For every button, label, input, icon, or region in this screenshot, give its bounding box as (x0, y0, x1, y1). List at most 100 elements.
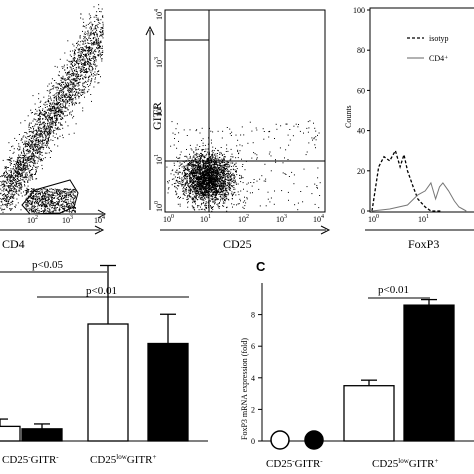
flow1-dot (51, 207, 53, 209)
flow1-dot (38, 144, 40, 146)
flow1-dot (61, 190, 63, 192)
flow2-dot (207, 168, 209, 170)
flow2-dot (213, 191, 215, 193)
flow1-dot (11, 157, 13, 159)
flow1-dot (74, 195, 76, 197)
flow2-dot (184, 173, 186, 175)
flow1-dot (13, 191, 15, 193)
flow1-dot (64, 201, 66, 203)
flow1-dot (14, 176, 16, 178)
flow1-dot (38, 119, 40, 121)
flow1-dot (29, 196, 31, 198)
flow2-dot (190, 189, 191, 191)
flow1-dot (56, 99, 58, 101)
flow1-dot (47, 202, 49, 204)
flow2-dot (209, 177, 211, 179)
flow2-dot (210, 194, 212, 196)
flow1-dot (73, 74, 75, 76)
flow1-dot (20, 122, 22, 124)
flow1-dot (10, 177, 12, 179)
flow1-dot (36, 200, 38, 202)
flow2-dot (176, 193, 178, 195)
flow1-dot (84, 54, 86, 56)
flow1-dot (21, 184, 23, 186)
flow2-dot (213, 187, 214, 189)
flow1-dot (20, 176, 22, 177)
flow2-dot (208, 193, 210, 195)
flow1-dot (17, 171, 19, 173)
flow2-dot (218, 178, 220, 180)
flow1-dot (6, 173, 8, 175)
flow1-dot (28, 170, 30, 172)
flow2-dot (210, 198, 212, 200)
flow1-dot (67, 87, 69, 89)
flow1-dot (30, 150, 32, 152)
flow1-dot (58, 75, 60, 77)
flow1-dot (44, 123, 46, 124)
flow1-dot (84, 92, 86, 94)
flow1-dot (84, 31, 86, 33)
flow1-dot (1, 175, 3, 177)
flow1-dot (51, 121, 53, 123)
flow1-dot (35, 169, 37, 171)
flow1-dot (20, 178, 21, 180)
flow1-dot (58, 95, 59, 97)
flow1-dot (74, 91, 75, 93)
flow1-dot (55, 117, 57, 119)
flow1-dot (34, 161, 36, 163)
flow1-dot (66, 86, 68, 87)
flow1-dot (28, 131, 30, 133)
flow1-dot (30, 155, 32, 157)
flow1-dot (54, 206, 56, 208)
flow1-dot (35, 156, 37, 158)
flow1-dot (48, 133, 49, 135)
flow1-dot (25, 202, 27, 204)
flow1-dot (59, 205, 61, 207)
flow1-dot (44, 115, 45, 117)
flow1-dot (35, 171, 37, 173)
flow1-dot (89, 27, 91, 29)
flow1-dot (35, 143, 37, 145)
flow1-dot (94, 56, 96, 58)
flow2-dot (192, 163, 194, 165)
flow1-dot (5, 167, 6, 169)
flow2-dot (223, 174, 225, 176)
flow2-dot (195, 188, 197, 190)
flow1-dot (72, 110, 73, 112)
flow1-dot (74, 51, 76, 53)
flow1-dot (59, 195, 61, 197)
flow1-dot (35, 199, 37, 201)
flow1-dot (51, 200, 52, 202)
flow1-dot (45, 201, 47, 203)
flow1-dot (102, 31, 104, 33)
flow1-dot (39, 135, 41, 137)
flow1-dot (53, 122, 55, 124)
flow1-dot (101, 58, 103, 60)
flow2-dot (227, 194, 229, 196)
flow1-dot (36, 132, 38, 134)
flow1-dot (78, 67, 80, 69)
flow1-dot (33, 139, 35, 141)
flow1-dot (62, 100, 64, 102)
flow1-dot (56, 118, 58, 120)
flow1-dot (52, 189, 54, 190)
flow1-dot (22, 161, 24, 163)
flow2-dot (224, 200, 226, 202)
flow1-dot (57, 111, 59, 112)
flow1-dot (56, 119, 58, 121)
flow1-dot (69, 195, 71, 197)
flow1-dot (61, 94, 63, 96)
flow1-dot (42, 198, 44, 200)
flow1-dot (28, 135, 30, 137)
flow2-dot (202, 138, 204, 140)
flow1-dot (49, 191, 51, 193)
flow2-dot (218, 190, 220, 192)
flow1-dot (74, 197, 76, 198)
flow1-dot (78, 88, 79, 90)
flow1-dot (1, 209, 3, 211)
flow1-dot (44, 125, 46, 127)
flow1-dot (69, 73, 71, 75)
flow1-dot (67, 199, 69, 201)
flow1-dot (50, 150, 52, 152)
flow1-dot (47, 128, 49, 130)
